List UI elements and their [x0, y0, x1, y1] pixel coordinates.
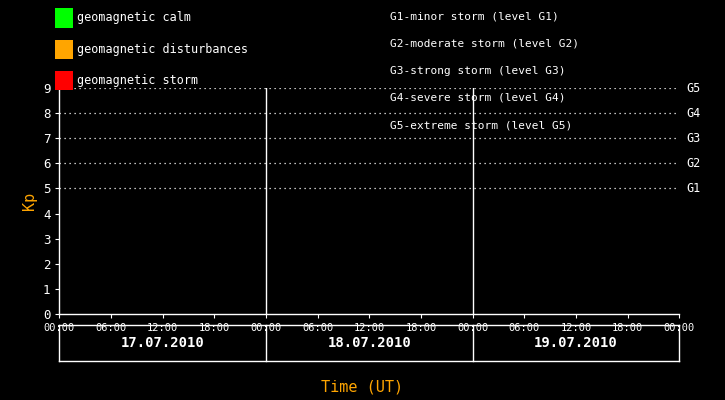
Text: G3: G3 — [686, 132, 700, 145]
Text: geomagnetic calm: geomagnetic calm — [77, 12, 191, 24]
Text: 17.07.2010: 17.07.2010 — [121, 336, 204, 350]
Text: G3-strong storm (level G3): G3-strong storm (level G3) — [390, 66, 566, 76]
Text: G2: G2 — [686, 157, 700, 170]
Text: 18.07.2010: 18.07.2010 — [328, 336, 411, 350]
Text: G1-minor storm (level G1): G1-minor storm (level G1) — [390, 11, 559, 21]
Text: G5-extreme storm (level G5): G5-extreme storm (level G5) — [390, 120, 572, 130]
Text: geomagnetic disturbances: geomagnetic disturbances — [77, 43, 248, 56]
Text: G4: G4 — [686, 107, 700, 120]
Text: geomagnetic storm: geomagnetic storm — [77, 74, 198, 87]
Text: G1: G1 — [686, 182, 700, 195]
Text: G5: G5 — [686, 82, 700, 94]
Y-axis label: Kp: Kp — [22, 192, 38, 210]
Text: G4-severe storm (level G4): G4-severe storm (level G4) — [390, 93, 566, 103]
Text: G2-moderate storm (level G2): G2-moderate storm (level G2) — [390, 38, 579, 48]
Text: Time (UT): Time (UT) — [321, 380, 404, 395]
Text: 19.07.2010: 19.07.2010 — [534, 336, 618, 350]
